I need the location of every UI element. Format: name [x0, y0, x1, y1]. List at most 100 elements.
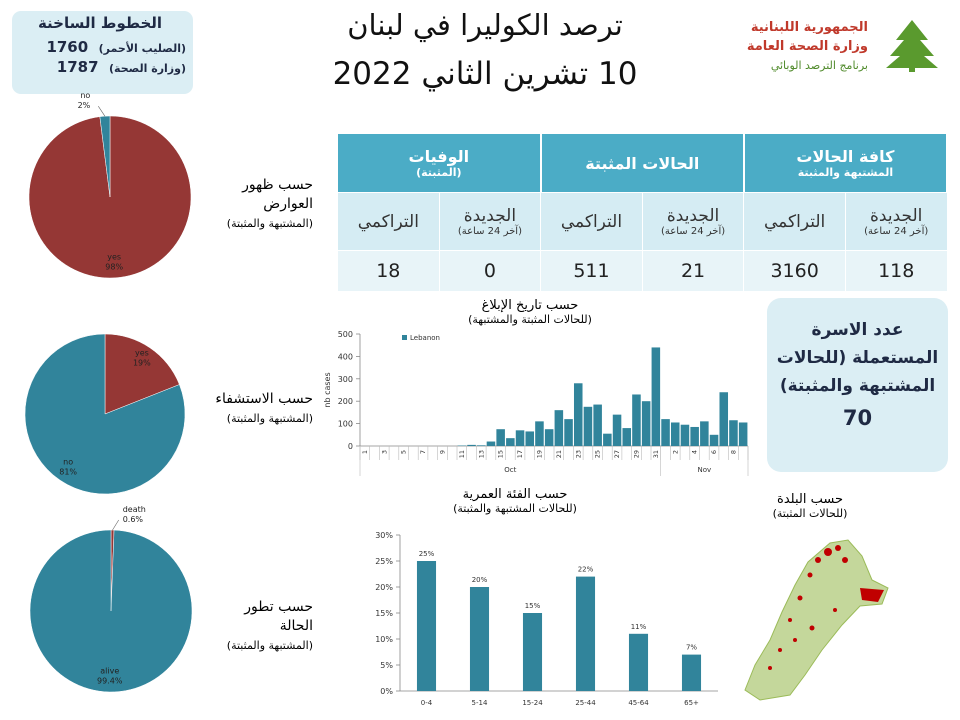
y-tick-label: 25%	[375, 557, 393, 566]
x-tick-label: 13	[477, 450, 485, 458]
bar	[628, 633, 649, 691]
slice-label: no	[80, 91, 90, 100]
legend-label: Lebanon	[410, 334, 440, 342]
hotline-label: (الصليب الأحمر)	[98, 42, 186, 55]
column-header: الجديدة (آخر 24 ساعة)	[438, 192, 542, 251]
bar	[632, 394, 641, 446]
hotline-row: (وزارة الصحة) 1787	[14, 58, 186, 76]
bar	[564, 419, 573, 446]
x-tick-label: 29	[632, 450, 640, 458]
pie-subtitle: (المشتبهة والمثبتة)	[226, 412, 313, 425]
y-tick-label: 30%	[375, 531, 393, 540]
group-header: كافة الحالات المشتبهة والمثبتة	[743, 133, 949, 193]
logo-line: الجمهورية اللبنانية	[750, 20, 868, 35]
bar	[651, 347, 661, 446]
pie-title-main: حسب الاستشفاء	[215, 391, 313, 407]
x-tick-label: 15-24	[522, 699, 543, 707]
x-tick-label: 15	[497, 450, 505, 458]
bar	[506, 438, 515, 446]
leader-line	[112, 519, 119, 531]
bar	[738, 422, 748, 446]
map-title: حسب البلدة (للحالات المثبتة)	[745, 492, 875, 520]
column-header: التراكمي	[540, 192, 643, 251]
bar	[535, 421, 544, 446]
x-tick-label: 65+	[684, 699, 699, 707]
column-title: الجديدة	[870, 206, 923, 226]
x-tick-label: 25	[594, 450, 602, 458]
group-title: كافة الحالات	[796, 147, 895, 166]
x-tick-label: 9	[438, 450, 446, 454]
bar	[416, 561, 437, 691]
group-title: الوفيات	[408, 147, 470, 166]
cell-value: 21	[641, 250, 745, 292]
group-subtitle: المشتبهة والمثبتة	[797, 166, 894, 179]
bar	[554, 410, 564, 446]
logo-text: الجمهورية اللبنانية وزارة الصحة العامة ب…	[700, 18, 868, 75]
y-tick-label: 400	[338, 352, 353, 361]
slice-value-label: 19%	[133, 359, 151, 368]
x-tick-label: 7	[419, 450, 427, 454]
bar	[525, 431, 535, 446]
bar	[469, 587, 490, 691]
x-tick-label: 27	[613, 450, 621, 458]
y-axis-label: nb cases	[323, 372, 332, 407]
bar	[681, 654, 702, 691]
cell-value: 118	[844, 250, 948, 292]
title: ترصد الكوليرا في لبنان	[347, 8, 623, 42]
bar	[575, 576, 596, 691]
cell-value: 0	[438, 250, 542, 292]
legend-swatch	[402, 335, 407, 340]
value-label: 25%	[419, 550, 435, 558]
y-tick-label: 200	[338, 397, 353, 406]
y-tick-label: 0	[348, 442, 353, 451]
group-header: الحالات المثبتة	[540, 133, 745, 193]
value-label: 15%	[525, 602, 541, 610]
map-title-main: حسب البلدة	[777, 492, 843, 507]
y-tick-label: 5%	[380, 661, 393, 670]
x-tick-label: 0-4	[421, 699, 433, 707]
hotline-label: (وزارة الصحة)	[109, 62, 186, 75]
summary-table: كافة الحالات المشتبهة والمثبتة الحالات الم…	[336, 133, 949, 292]
household-value: 70	[842, 406, 873, 430]
y-tick-label: 20%	[375, 583, 393, 592]
logo-line: وزارة الصحة العامة	[746, 39, 868, 54]
date: 10 تشرين الثاني 2022	[332, 56, 638, 92]
map-subtitle: (للحالات المثبتة)	[772, 507, 848, 520]
x-tick-label: 19	[535, 450, 543, 458]
chart-title-main: حسب الفئة العمرية	[462, 487, 568, 502]
bar	[522, 613, 543, 691]
pie-subtitle: (المشتبهة والمثبتة)	[226, 217, 313, 230]
pie-slice	[104, 333, 180, 415]
column-subtitle: (آخر 24 ساعة)	[660, 226, 726, 237]
chart-subtitle: (للحالات المشتبهة والمثبتة)	[453, 502, 577, 515]
household-title: عدد الاسرة المستعملة (للحالات المشتبهة و…	[776, 320, 939, 396]
household: عدد الاسرة المستعملة (للحالات المشتبهة و…	[772, 316, 943, 432]
slice-label: death	[123, 505, 146, 514]
x-tick-label: 8	[729, 450, 737, 454]
bar	[612, 414, 622, 446]
pie-title: حسب تطور الحالة (المشتبهة والمثبتة)	[203, 598, 313, 655]
x-tick-label: 45-64	[628, 699, 649, 707]
pie-subtitle: (المشتبهة والمثبتة)	[226, 639, 313, 652]
slice-label: no	[63, 457, 73, 466]
x-tick-label: 3	[380, 450, 388, 454]
bar	[486, 441, 496, 446]
group-header: الوفيات (المثبتة)	[336, 133, 542, 193]
value-label: 7%	[686, 644, 697, 652]
slice-label: yes	[135, 349, 149, 358]
cell-value: 511	[540, 250, 643, 292]
x-tick-label: 25-44	[575, 699, 596, 707]
y-tick-label: 500	[338, 330, 353, 339]
bar	[476, 445, 486, 446]
hotline-number: 1760	[46, 38, 89, 56]
x-tick-label: 17	[516, 450, 524, 458]
pie-slice	[29, 529, 193, 693]
hotlines-title: الخطوط الساخنة	[37, 14, 163, 32]
x-tick-label: 31	[652, 450, 660, 458]
pie-title-main: حسب تطور الحالة	[244, 599, 313, 634]
y-tick-label: 300	[338, 375, 353, 384]
bar	[670, 422, 680, 446]
household-box	[767, 298, 948, 472]
x-tick-label: 1	[361, 450, 369, 454]
